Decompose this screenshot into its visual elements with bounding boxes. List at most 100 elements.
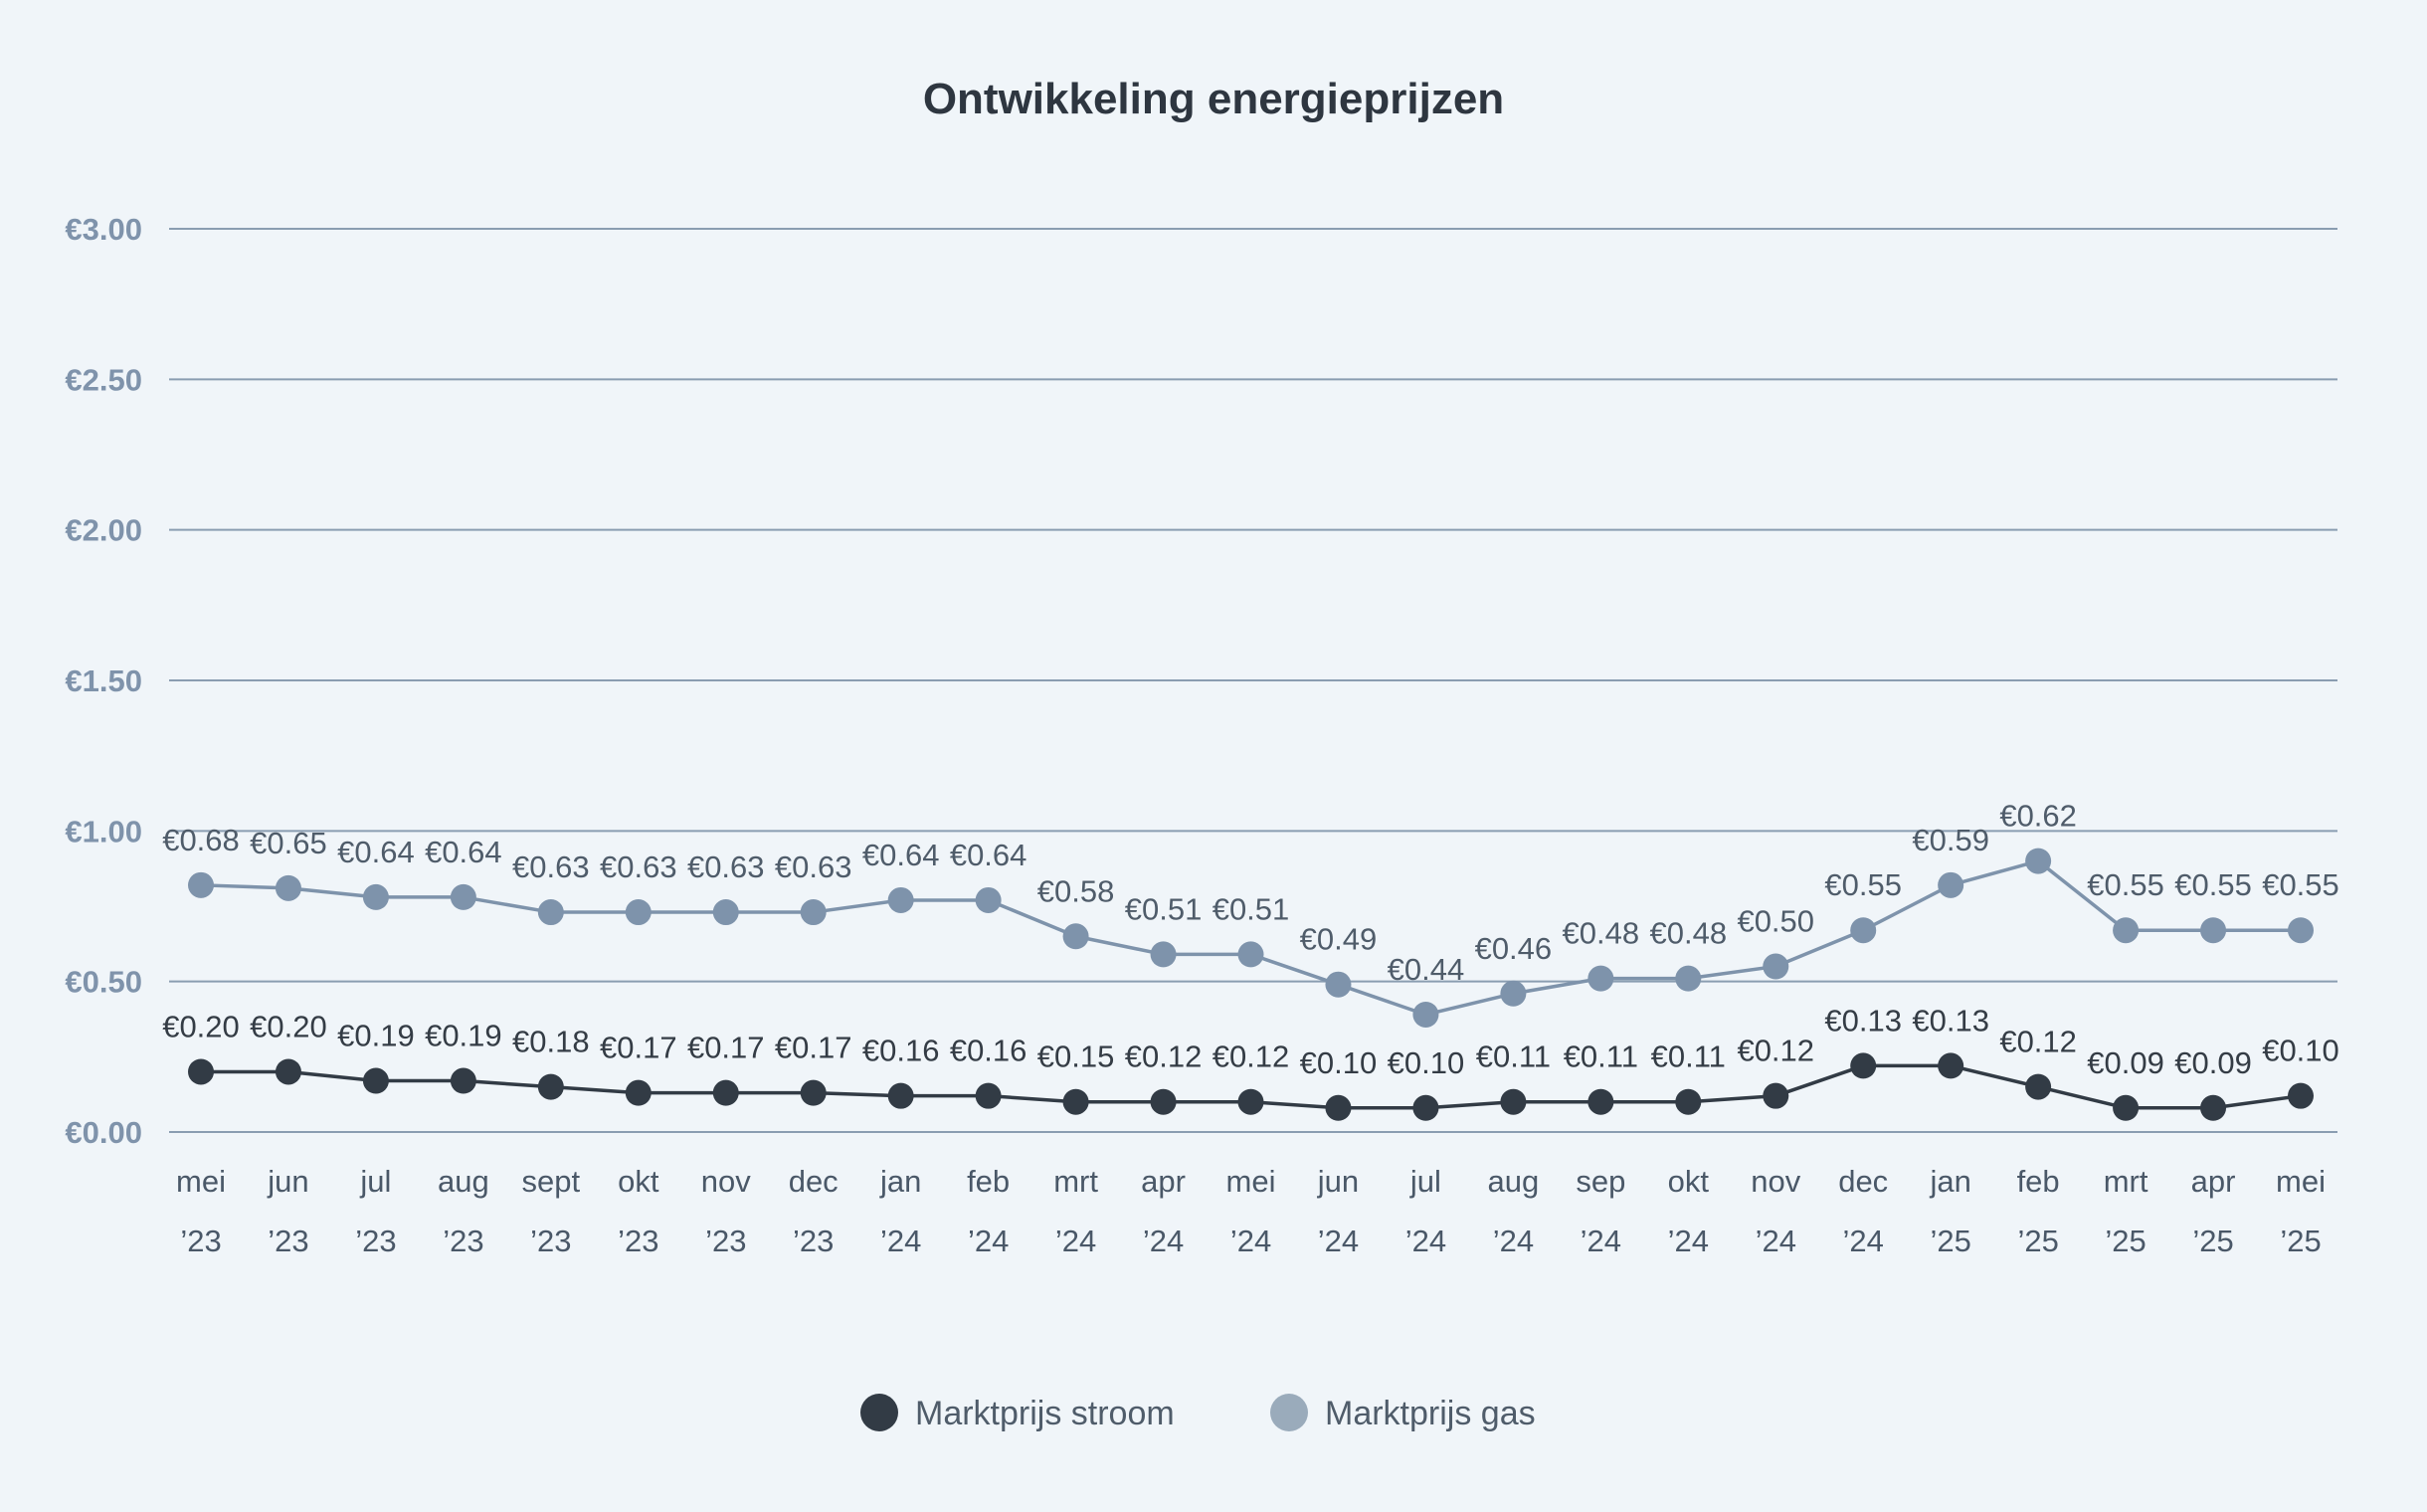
point-stroom-5[interactable] <box>626 1080 652 1106</box>
x-tick-year-2: ’23 <box>355 1224 396 1258</box>
x-tick-month-9: feb <box>967 1164 1010 1199</box>
x-tick-month-5: okt <box>618 1164 659 1199</box>
point-stroom-22[interactable] <box>2113 1095 2139 1121</box>
data-label-gas-9: €0.64 <box>950 838 1027 872</box>
data-label-stroom-16: €0.11 <box>1564 1040 1638 1074</box>
x-tick-month-11: apr <box>1141 1164 1186 1199</box>
point-stroom-24[interactable] <box>2288 1083 2314 1109</box>
point-stroom-0[interactable] <box>188 1058 214 1084</box>
x-tick-year-24: ’25 <box>2280 1224 2321 1258</box>
legend-marker-stroom[interactable] <box>860 1394 898 1431</box>
point-gas-21[interactable] <box>2025 849 2051 874</box>
point-stroom-20[interactable] <box>1938 1052 1963 1078</box>
point-stroom-10[interactable] <box>1063 1089 1089 1115</box>
point-gas-8[interactable] <box>888 887 914 913</box>
data-label-gas-7: €0.63 <box>775 850 852 884</box>
data-label-stroom-2: €0.19 <box>337 1019 415 1053</box>
point-gas-23[interactable] <box>2200 917 2226 943</box>
point-gas-12[interactable] <box>1238 941 1264 967</box>
point-stroom-23[interactable] <box>2200 1095 2226 1121</box>
data-label-stroom-0: €0.20 <box>162 1009 240 1043</box>
x-tick-year-6: ’23 <box>705 1224 746 1258</box>
point-stroom-1[interactable] <box>276 1058 301 1084</box>
point-gas-19[interactable] <box>1850 917 1876 943</box>
series-layer <box>188 849 2314 1121</box>
point-gas-2[interactable] <box>363 884 389 910</box>
point-gas-1[interactable] <box>276 875 301 901</box>
y-tick-label-2: €1.00 <box>65 814 142 849</box>
data-label-stroom-17: €0.11 <box>1651 1040 1726 1074</box>
x-tick-month-24: mei <box>2276 1164 2326 1199</box>
point-gas-14[interactable] <box>1412 1002 1438 1028</box>
point-stroom-13[interactable] <box>1325 1095 1351 1121</box>
point-gas-3[interactable] <box>451 884 476 910</box>
point-stroom-3[interactable] <box>451 1068 476 1094</box>
point-stroom-4[interactable] <box>538 1074 564 1100</box>
point-gas-20[interactable] <box>1938 872 1963 898</box>
point-gas-9[interactable] <box>976 887 1002 913</box>
data-label-stroom-7: €0.17 <box>775 1031 852 1065</box>
data-label-stroom-9: €0.16 <box>950 1034 1027 1068</box>
point-gas-24[interactable] <box>2288 917 2314 943</box>
data-label-stroom-12: €0.12 <box>1213 1040 1290 1074</box>
x-tick-year-15: ’24 <box>1493 1224 1534 1258</box>
chart-title: Ontwikkeling energieprijzen <box>923 75 1504 123</box>
point-gas-13[interactable] <box>1325 972 1351 998</box>
legend-marker-gas[interactable] <box>1270 1394 1308 1431</box>
point-stroom-8[interactable] <box>888 1083 914 1109</box>
point-stroom-16[interactable] <box>1587 1089 1613 1115</box>
point-gas-22[interactable] <box>2113 917 2139 943</box>
point-gas-10[interactable] <box>1063 923 1089 949</box>
x-tick-month-17: okt <box>1668 1164 1710 1199</box>
x-tick-year-19: ’24 <box>1843 1224 1884 1258</box>
y-tick-label-0: €0.00 <box>65 1115 142 1150</box>
point-stroom-11[interactable] <box>1151 1089 1177 1115</box>
point-stroom-9[interactable] <box>976 1083 1002 1109</box>
point-gas-15[interactable] <box>1500 981 1526 1007</box>
data-label-gas-2: €0.64 <box>337 835 415 869</box>
data-label-stroom-20: €0.13 <box>1912 1003 1989 1038</box>
energy-price-chart: Ontwikkeling energieprijzen €0.00 €0.50 €1… <box>0 0 2427 1512</box>
point-stroom-15[interactable] <box>1500 1089 1526 1115</box>
legend-label-stroom[interactable]: Marktprijs stroom <box>915 1395 1175 1432</box>
point-stroom-14[interactable] <box>1412 1095 1438 1121</box>
data-label-gas-21: €0.62 <box>1999 799 2077 834</box>
x-tick-month-13: jun <box>1317 1164 1359 1199</box>
point-gas-7[interactable] <box>801 899 827 925</box>
data-label-gas-18: €0.50 <box>1737 904 1814 939</box>
data-label-stroom-18: €0.12 <box>1737 1034 1814 1068</box>
legend-label-gas[interactable]: Marktprijs gas <box>1325 1395 1536 1432</box>
data-label-gas-16: €0.48 <box>1563 916 1640 951</box>
x-tick-year-3: ’23 <box>443 1224 483 1258</box>
x-tick-month-15: aug <box>1488 1164 1540 1199</box>
point-gas-5[interactable] <box>626 899 652 925</box>
point-stroom-2[interactable] <box>363 1068 389 1094</box>
point-gas-0[interactable] <box>188 872 214 898</box>
point-stroom-12[interactable] <box>1238 1089 1264 1115</box>
point-stroom-21[interactable] <box>2025 1074 2051 1100</box>
point-gas-17[interactable] <box>1675 966 1701 992</box>
point-gas-11[interactable] <box>1151 941 1177 967</box>
point-gas-6[interactable] <box>713 899 739 925</box>
x-tick-month-18: nov <box>1751 1164 1800 1199</box>
x-tick-month-7: dec <box>789 1164 839 1199</box>
point-stroom-6[interactable] <box>713 1080 739 1106</box>
point-gas-16[interactable] <box>1587 966 1613 992</box>
data-label-gas-17: €0.48 <box>1650 916 1728 951</box>
point-stroom-17[interactable] <box>1675 1089 1701 1115</box>
data-label-gas-12: €0.51 <box>1213 891 1290 926</box>
point-gas-18[interactable] <box>1763 954 1788 980</box>
y-tick-label-6: €3.00 <box>65 212 142 247</box>
point-stroom-18[interactable] <box>1763 1083 1788 1109</box>
data-label-stroom-14: €0.10 <box>1388 1045 1465 1080</box>
data-label-stroom-19: €0.13 <box>1824 1003 1902 1038</box>
data-label-gas-6: €0.63 <box>687 850 765 884</box>
data-label-gas-22: €0.55 <box>2087 867 2164 902</box>
data-label-gas-11: €0.51 <box>1125 891 1203 926</box>
point-stroom-7[interactable] <box>801 1080 827 1106</box>
point-gas-4[interactable] <box>538 899 564 925</box>
data-label-gas-13: €0.49 <box>1300 922 1378 957</box>
x-tick-month-2: jul <box>359 1164 391 1199</box>
data-label-gas-0: €0.68 <box>162 823 240 857</box>
point-stroom-19[interactable] <box>1850 1052 1876 1078</box>
